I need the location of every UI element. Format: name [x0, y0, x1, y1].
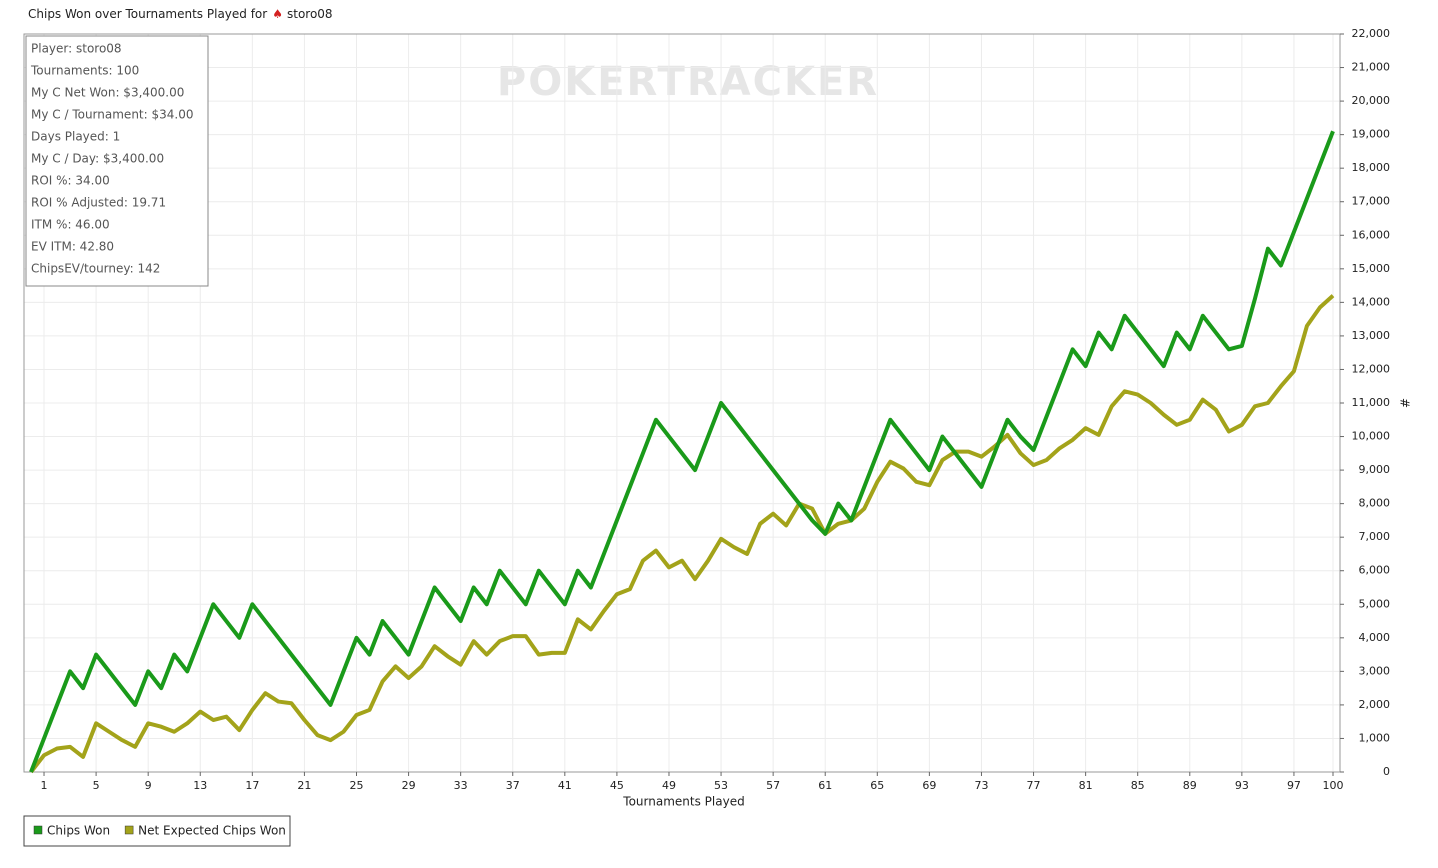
series-line [29, 294, 1335, 774]
stat-line: Days Played: 1 [31, 130, 120, 144]
watermark: POKERTRACKER [497, 59, 879, 105]
stats: Player: storo08 Tournaments: 100 My C Net … [30, 42, 193, 276]
legend-swatch [124, 825, 134, 835]
y-tick-label: 8,000 [1359, 497, 1391, 510]
stats-box [25, 35, 209, 287]
x-tick-label: 45 [610, 779, 624, 792]
x-tick-label: 73 [974, 779, 988, 792]
x-tick-label: 17 [245, 779, 259, 792]
x-tick-label: 41 [558, 779, 572, 792]
y-tick-label: 13,000 [1352, 329, 1391, 342]
x-axis-title: Tournaments Played [622, 795, 744, 809]
legend-swatch [33, 825, 43, 835]
y-tick-label: 7,000 [1359, 530, 1391, 543]
y-tick-label: 19,000 [1352, 128, 1391, 141]
x-tick-label: 93 [1235, 779, 1249, 792]
x-tick-label: 37 [506, 779, 520, 792]
x-tick-label: 25 [350, 779, 364, 792]
x-tick-label: 81 [1079, 779, 1093, 792]
stat-line: ROI % Adjusted: 19.71 [31, 196, 166, 210]
legend-label: Net Expected Chips Won [138, 824, 286, 838]
x-tick-label: 100 [1323, 779, 1344, 792]
y-tick-label: 12,000 [1352, 362, 1391, 375]
y-tick-label: 2,000 [1359, 698, 1391, 711]
x-tick-label: 13 [193, 779, 207, 792]
chart-title: Chips Won over Tournaments Played for ♠ st… [28, 7, 333, 21]
stat-line: EV ITM: 42.80 [31, 240, 114, 254]
y-tick-label: 17,000 [1352, 195, 1391, 208]
y-tick-label: 4,000 [1359, 631, 1391, 644]
x-tick-label: 5 [93, 779, 100, 792]
stat-line: ChipsEV/tourney: 142 [31, 262, 160, 276]
y-tick-label: 3,000 [1359, 664, 1391, 677]
y-tick-label: 16,000 [1352, 228, 1391, 241]
y-tick-label: 1,000 [1359, 731, 1391, 744]
x-tick-label: 21 [297, 779, 311, 792]
stat-line: ITM %: 46.00 [31, 218, 110, 232]
stat-line: My C / Tournament: $34.00 [31, 108, 193, 122]
y-tick-label: 5,000 [1359, 597, 1391, 610]
x-tick-label: 69 [922, 779, 936, 792]
legend: Chips Won Net Expected Chips Won [33, 824, 286, 838]
title-text: Chips Won over Tournaments Played for [28, 7, 267, 21]
series-line [29, 130, 1335, 773]
stat-line: My C Net Won: $3,400.00 [31, 86, 184, 100]
stat-line: Player: storo08 [31, 42, 122, 56]
x-tick-label: 77 [1027, 779, 1041, 792]
player-name: storo08 [287, 7, 333, 21]
x-tick-label: 1 [41, 779, 48, 792]
y-tick-label: 20,000 [1352, 94, 1391, 107]
x-tick-label: 29 [402, 779, 416, 792]
x-tick-label: 9 [145, 779, 152, 792]
y-tick-label: 10,000 [1352, 430, 1391, 443]
lines [29, 130, 1335, 774]
stat-line: My C / Day: $3,400.00 [31, 152, 164, 166]
x-tick-label: 33 [454, 779, 468, 792]
stat-line: Tournaments: 100 [30, 64, 139, 78]
y-tick-label: 14,000 [1352, 295, 1391, 308]
y-tick-label: 18,000 [1352, 161, 1391, 174]
y-tick-label: 6,000 [1359, 564, 1391, 577]
x-tick-label: 97 [1287, 779, 1301, 792]
y-tick-label: 15,000 [1352, 262, 1391, 275]
x-tick-label: 57 [766, 779, 780, 792]
x-tick-label: 49 [662, 779, 676, 792]
y-axis-title: # [1398, 398, 1412, 408]
y-tick-label: 9,000 [1359, 463, 1391, 476]
y-tick-label: 22,000 [1352, 27, 1391, 40]
y-tick-label: 21,000 [1352, 61, 1391, 74]
x-tick-label: 85 [1131, 779, 1145, 792]
y-tick-label: 11,000 [1352, 396, 1391, 409]
legend-label: Chips Won [47, 824, 110, 838]
grid [24, 33, 1340, 773]
x-tick-label: 65 [870, 779, 884, 792]
y-tick-label: 0 [1383, 765, 1390, 778]
x-tick-label: 53 [714, 779, 728, 792]
stat-line: ROI %: 34.00 [31, 174, 110, 188]
x-tick-label: 89 [1183, 779, 1197, 792]
spade: ♠ [272, 7, 283, 21]
x-tick-label: 61 [818, 779, 832, 792]
legend-box [23, 815, 291, 847]
